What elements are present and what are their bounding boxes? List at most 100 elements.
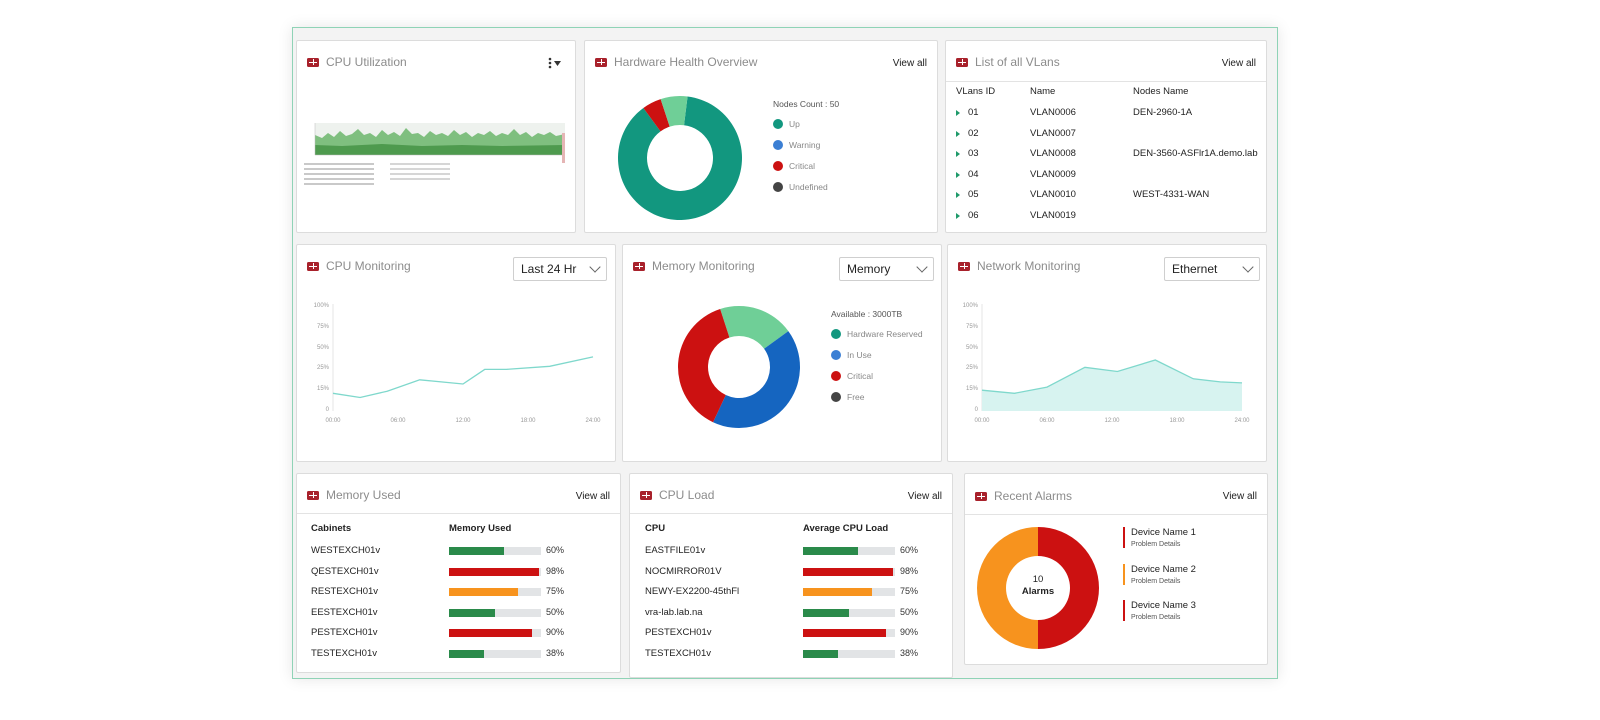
vlan-id: 03 (968, 148, 979, 159)
legend-critical: Critical (773, 161, 815, 171)
x-tick-label: 24:00 (585, 418, 601, 424)
select-value: Last 24 Hr (521, 262, 577, 276)
progress-bar-track (803, 608, 895, 617)
view-all-link[interactable]: View all (575, 491, 610, 502)
view-all-link[interactable]: View all (907, 491, 942, 502)
select-value: Ethernet (1172, 262, 1218, 276)
donut-slice-in-use (713, 331, 800, 428)
progress-bar-fill (803, 629, 886, 637)
select-value: Memory (847, 262, 891, 276)
expand-row-icon[interactable] (956, 110, 960, 116)
card-title: Network Monitoring (977, 259, 1081, 273)
row-name: NOCMIRROR01V (645, 565, 722, 577)
network-monitoring-card: Network Monitoring Ethernet 100% 75% 50% 25… (947, 244, 1267, 462)
column-header-cabinets: Cabinets (311, 523, 352, 534)
y-tick-label: 100% (313, 303, 329, 309)
y-tick-label: 0 (325, 407, 329, 413)
table-icon (633, 261, 645, 271)
alarm-item[interactable]: Device Name 3 Problem Details (1123, 600, 1196, 621)
table-icon (307, 57, 319, 67)
y-tick-label: 75% (965, 323, 978, 330)
card-title: Recent Alarms (994, 489, 1073, 503)
row-name: RESTEXCH01v (311, 586, 379, 597)
row-percent: 75% (546, 586, 565, 596)
vlan-id: 04 (968, 168, 979, 180)
donut-slice-warning (977, 527, 1038, 649)
x-tick-label: 12:00 (455, 418, 471, 424)
progress-bar-track (803, 547, 895, 555)
y-tick-label: 50% (965, 344, 978, 351)
column-header-vlan-id: VLans ID (956, 86, 996, 97)
column-header-average-cpu-load: Average CPU Load (803, 523, 889, 534)
y-tick-label: 50% (316, 344, 329, 351)
progress-bar-track (803, 629, 895, 637)
card-header: CPU Utilization (307, 55, 407, 69)
row-name: EESTEXCH01v (311, 606, 378, 618)
progress-bar-fill (449, 547, 505, 555)
progress-bar-fill (449, 629, 532, 637)
network-area-chart: 100% 75% 50% 25% 15% 0 00:00 06:00 12:00 18:00 24:… (948, 245, 1268, 463)
time-range-select[interactable]: Last 24 Hr (513, 257, 607, 281)
x-tick-label: 24:00 (1234, 418, 1250, 424)
view-all-link[interactable]: View all (892, 58, 927, 69)
legend-in-use: In Use (831, 350, 872, 360)
row-percent: 50% (546, 606, 565, 617)
memory-monitoring-card: Memory Monitoring Memory Available : 300… (622, 244, 942, 462)
area-fill (982, 360, 1242, 411)
available-capacity: Available : 3000TB (831, 309, 903, 319)
vlan-id: 05 (968, 189, 979, 200)
vlan-node-name: DEN-3560-ASFlr1A.demo.lab (1133, 148, 1258, 159)
chart-canvas (981, 304, 1243, 411)
expand-row-icon[interactable] (956, 171, 960, 178)
vlan-name: VLAN0006 (1030, 107, 1076, 118)
legend-label: Hardware Reserved (847, 329, 923, 339)
view-all-link[interactable]: View all (1222, 491, 1257, 502)
table-icon (975, 491, 987, 501)
x-tick-label: 06:00 (390, 418, 406, 424)
alarm-device-name: Device Name 2 (1131, 563, 1196, 575)
hardware-health-donut (618, 96, 742, 220)
alarms-count: 10 (1032, 574, 1044, 585)
alarms-count-label: Alarms (1021, 586, 1055, 597)
donut-slice-up (618, 96, 742, 220)
donut-slice-critical (643, 99, 670, 132)
progress-bar-fill (803, 588, 872, 596)
x-tick-label: 06:00 (1039, 418, 1055, 424)
legend-up: Up (773, 119, 800, 129)
vlan-name: VLAN0009 (1030, 168, 1076, 180)
chart-canvas (332, 304, 594, 411)
alarms-donut (977, 527, 1099, 649)
memory-type-select[interactable]: Memory (839, 257, 934, 281)
row-name: TESTEXCH01v (645, 647, 711, 659)
divider (946, 81, 1266, 82)
x-tick-label: 18:00 (1169, 418, 1185, 424)
view-all-link[interactable]: View all (1221, 58, 1256, 69)
card-title: CPU Monitoring (326, 259, 411, 273)
legend-label: In Use (847, 350, 872, 360)
alarm-problem-details: Problem Details (1131, 577, 1181, 585)
progress-bar-track (803, 588, 895, 596)
expand-row-icon[interactable] (956, 130, 960, 137)
expand-row-icon[interactable] (956, 212, 960, 219)
vlan-name: VLAN0019 (1030, 209, 1076, 221)
expand-row-icon[interactable] (956, 151, 960, 157)
row-name: PESTEXCH01v (645, 627, 712, 638)
row-percent: 38% (546, 647, 565, 658)
alarm-item[interactable]: Device Name 2 Problem Details (1123, 563, 1196, 585)
hardware-health-card: Hardware Health Overview View all Nodes … (584, 40, 938, 233)
progress-bar-fill (803, 608, 849, 617)
card-title: List of all VLans (975, 55, 1060, 69)
vlan-name: VLAN0008 (1030, 148, 1076, 159)
expand-row-icon[interactable] (956, 192, 960, 198)
alarms-center-label: 10 Alarms (976, 574, 1100, 598)
legend-dot (773, 182, 783, 192)
network-type-select[interactable]: Ethernet (1164, 257, 1260, 281)
column-header-nodes-name: Nodes Name (1133, 86, 1189, 97)
progress-bar-fill (803, 649, 838, 658)
donut-slice-hardware-reserved (720, 306, 789, 349)
progress-bar-track (803, 649, 895, 658)
alarm-item[interactable]: Device Name 1 Problem Details (1123, 527, 1196, 548)
vlans-card: List of all VLans View all VLans ID Name… (945, 40, 1267, 233)
kebab-menu-icon[interactable] (547, 56, 563, 69)
legend-critical: Critical (831, 371, 873, 381)
